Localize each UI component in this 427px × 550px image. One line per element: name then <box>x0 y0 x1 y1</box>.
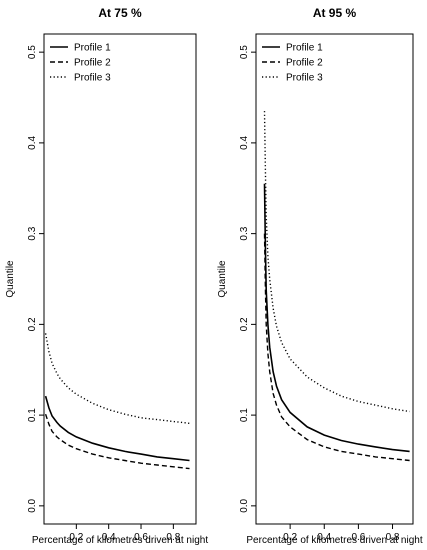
y-axis-label: Quantile <box>217 260 228 298</box>
legend-label-profile-1: Profile 1 <box>286 43 323 54</box>
y-tick-label: 0.1 <box>27 408 38 422</box>
legend-label-profile-1: Profile 1 <box>74 43 111 54</box>
panel-2: At 95 % 0.2 0.4 0.6 0.8 0.0 0.1 0.2 0.3 0.4 0.5 Per… <box>217 6 423 546</box>
legend-label-profile-3: Profile 3 <box>286 73 323 84</box>
x-tick-label: 0.2 <box>69 532 83 543</box>
y-tick-label: 0.4 <box>239 136 250 150</box>
y-tick-label: 0.5 <box>27 45 38 59</box>
plot-frame <box>255 33 414 525</box>
chart-title: At 95 % <box>313 6 357 20</box>
x-axis-label: Percentage of kilometres driven at night <box>246 535 422 546</box>
y-tick-label: 0.1 <box>239 408 250 422</box>
x-tick-label: 0.4 <box>102 532 116 543</box>
y-tick-label: 0.5 <box>239 45 250 59</box>
legend-label-profile-3: Profile 3 <box>74 73 111 84</box>
series-line-profile-2 <box>44 413 190 470</box>
y-axis-label: Quantile <box>5 260 16 298</box>
y-tick-label: 0.2 <box>239 317 250 331</box>
chart-title: At 75 % <box>98 6 142 20</box>
legend-label-profile-2: Profile 2 <box>286 58 323 69</box>
legend: Profile 1 Profile 2 Profile 3 <box>262 43 323 84</box>
series-line-profile-1 <box>44 395 190 462</box>
legend-label-profile-2: Profile 2 <box>74 58 111 69</box>
series-line-profile-3 <box>44 333 190 424</box>
x-tick-label: 0.4 <box>317 532 331 543</box>
x-axis-label: Percentage of kilometres driven at night <box>32 535 208 546</box>
y-tick-label: 0.4 <box>27 136 38 150</box>
x-tick-label: 0.8 <box>166 532 180 543</box>
y-tick-label: 0.3 <box>27 226 38 240</box>
y-tick-label: 0.0 <box>27 498 38 512</box>
x-tick-label: 0.6 <box>134 532 148 543</box>
x-tick-label: 0.6 <box>351 532 365 543</box>
series-line-profile-2 <box>263 233 410 462</box>
y-tick-label: 0.3 <box>239 226 250 240</box>
x-tick-label: 0.8 <box>386 532 400 543</box>
legend: Profile 1 Profile 2 Profile 3 <box>50 43 111 84</box>
plot-frame <box>43 33 197 525</box>
y-tick-label: 0.0 <box>239 498 250 512</box>
series-line-profile-1 <box>263 183 410 453</box>
series-line-profile-3 <box>263 111 410 413</box>
y-tick-label: 0.2 <box>27 317 38 331</box>
panel-1: At 75 % 0.2 0.4 0.6 0.8 0.0 0.1 0.2 0.3 0.4 0.5 Per… <box>5 6 208 546</box>
x-tick-label: 0.2 <box>283 532 297 543</box>
